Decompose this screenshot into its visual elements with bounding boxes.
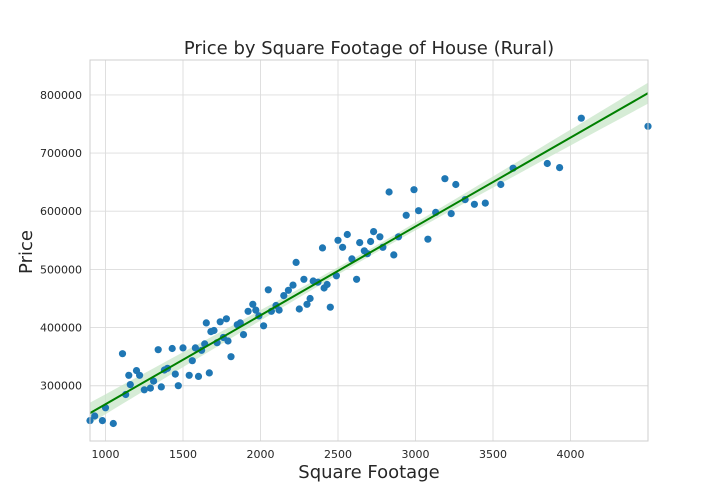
data-point [125,371,133,379]
y-tick-label: 300000 [40,380,82,393]
data-point [194,372,203,380]
data-point [348,255,356,263]
chart-title: Price by Square Footage of House (Rural) [184,38,554,59]
data-point [353,275,361,283]
data-point [410,186,418,194]
data-point [171,370,179,378]
data-point [376,233,384,241]
data-point [415,207,423,215]
data-point [179,344,187,352]
data-point [470,200,478,208]
data-point [185,371,193,379]
data-point [306,294,314,303]
x-tick-label: 2500 [324,448,352,461]
regression-line [89,92,649,414]
data-point [326,303,334,311]
data-point [343,230,351,239]
data-point [318,244,327,252]
y-tick-label: 600000 [40,205,82,218]
tick-labels: 1000 1500 2000 2500 3000 3500 4000 300000 400000… [40,89,585,461]
y-axis-label: Price [16,230,37,274]
data-point [174,382,182,390]
data-point [239,331,248,339]
data-point [402,211,410,219]
data-point [91,412,99,420]
data-point [334,236,342,244]
data-point [191,344,199,352]
x-tick-label: 2000 [247,448,275,461]
data-point [385,188,393,196]
data-point [275,306,283,314]
x-axis-label: Square Footage [298,462,439,483]
y-tick-label: 700000 [40,147,82,160]
data-point [292,258,300,266]
data-point [339,243,347,251]
x-tick-label: 1500 [169,448,197,461]
data-point [236,319,244,327]
data-point [227,353,235,361]
data-point [390,251,398,259]
data-point [140,386,148,394]
data-point [447,210,455,218]
data-point [216,318,224,326]
data-point [118,350,127,358]
data-point [202,319,210,327]
data-point [424,235,432,243]
y-tick-label: 500000 [40,263,82,276]
data-point [264,286,272,294]
data-point [284,286,292,294]
data-point [98,417,106,425]
data-point [146,384,154,392]
regression-line-group [89,92,649,414]
data-point [252,306,260,314]
data-point [168,344,176,353]
x-tick-label: 4000 [557,448,585,461]
data-points [86,114,652,428]
data-point [441,175,449,183]
data-point [249,300,257,308]
data-point [300,275,308,283]
y-tick-label: 800000 [40,89,82,102]
data-point [154,346,162,354]
grid [90,60,648,441]
data-point [289,281,297,289]
data-point [323,280,331,289]
data-point [332,272,340,280]
data-point [222,315,230,323]
data-point [109,419,117,428]
y-tick-label: 400000 [40,322,82,335]
x-tick-label: 3000 [402,448,430,461]
data-point [244,307,252,315]
x-tick-label: 1000 [92,448,120,461]
data-point [150,377,158,385]
data-point [452,180,460,189]
data-point [556,164,564,172]
data-point [481,199,489,207]
data-point [543,159,551,168]
data-point [577,114,585,122]
data-point [126,381,134,389]
data-point [280,292,288,300]
data-point [136,371,144,379]
data-point [224,337,232,345]
plot-frame [89,59,649,442]
data-point [188,357,196,365]
data-point [205,369,213,377]
data-point [295,305,303,313]
data-point [370,228,378,236]
data-point [497,180,505,189]
data-point [260,322,268,330]
data-point [367,237,375,246]
data-point [157,383,165,391]
data-point [356,239,364,247]
data-point [210,326,218,335]
x-tick-label: 3500 [479,448,507,461]
data-point [303,300,311,308]
